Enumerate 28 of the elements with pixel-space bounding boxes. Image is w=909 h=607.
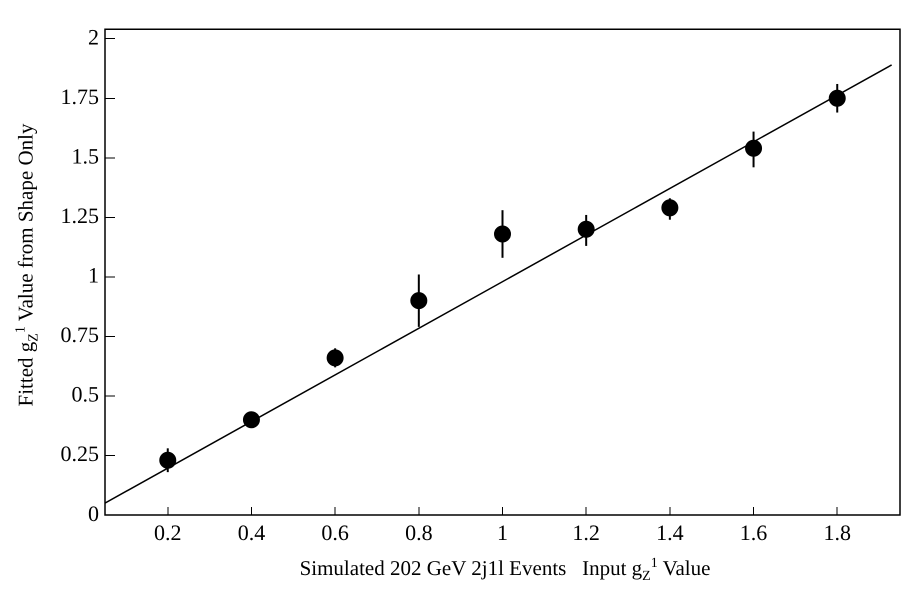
y-tick-label: 0.25 bbox=[60, 441, 99, 466]
x-axis-title: Simulated 202 GeV 2j1l Events Input g$_{Z}$$^{1}$ Value bbox=[298, 556, 712, 586]
y-tick-label: 1.5 bbox=[72, 144, 99, 169]
point bbox=[242, 411, 260, 428]
y-tick-label: 2 bbox=[88, 24, 99, 50]
y-tick-label: 0.75 bbox=[60, 322, 99, 348]
point bbox=[828, 90, 846, 107]
y-tick-label: 1 bbox=[88, 262, 99, 288]
x-tick-label: 0.8 bbox=[405, 520, 433, 545]
x-tick-label: 1.2 bbox=[572, 520, 600, 545]
point bbox=[494, 226, 511, 242]
x-tick-label: 0.2 bbox=[154, 520, 182, 545]
point bbox=[745, 140, 762, 157]
x-tick-label: 1.8 bbox=[823, 520, 851, 545]
y-tick-label: 1.75 bbox=[60, 84, 99, 110]
y-tick-label: 0 bbox=[88, 500, 99, 526]
point bbox=[326, 349, 344, 366]
y-tick-label: 0.5 bbox=[72, 382, 99, 407]
x-tick-label: 0.4 bbox=[238, 520, 266, 545]
point bbox=[159, 452, 176, 469]
point bbox=[578, 220, 595, 238]
point bbox=[410, 292, 428, 310]
x-tick-label: 1.4 bbox=[656, 520, 684, 545]
x-tick-label: 1 bbox=[497, 520, 508, 545]
point bbox=[661, 199, 678, 216]
x-tick-label: 0.6 bbox=[321, 520, 349, 545]
x-tick-label: 1.6 bbox=[740, 520, 768, 545]
y-tick-label: 1.25 bbox=[60, 203, 99, 228]
